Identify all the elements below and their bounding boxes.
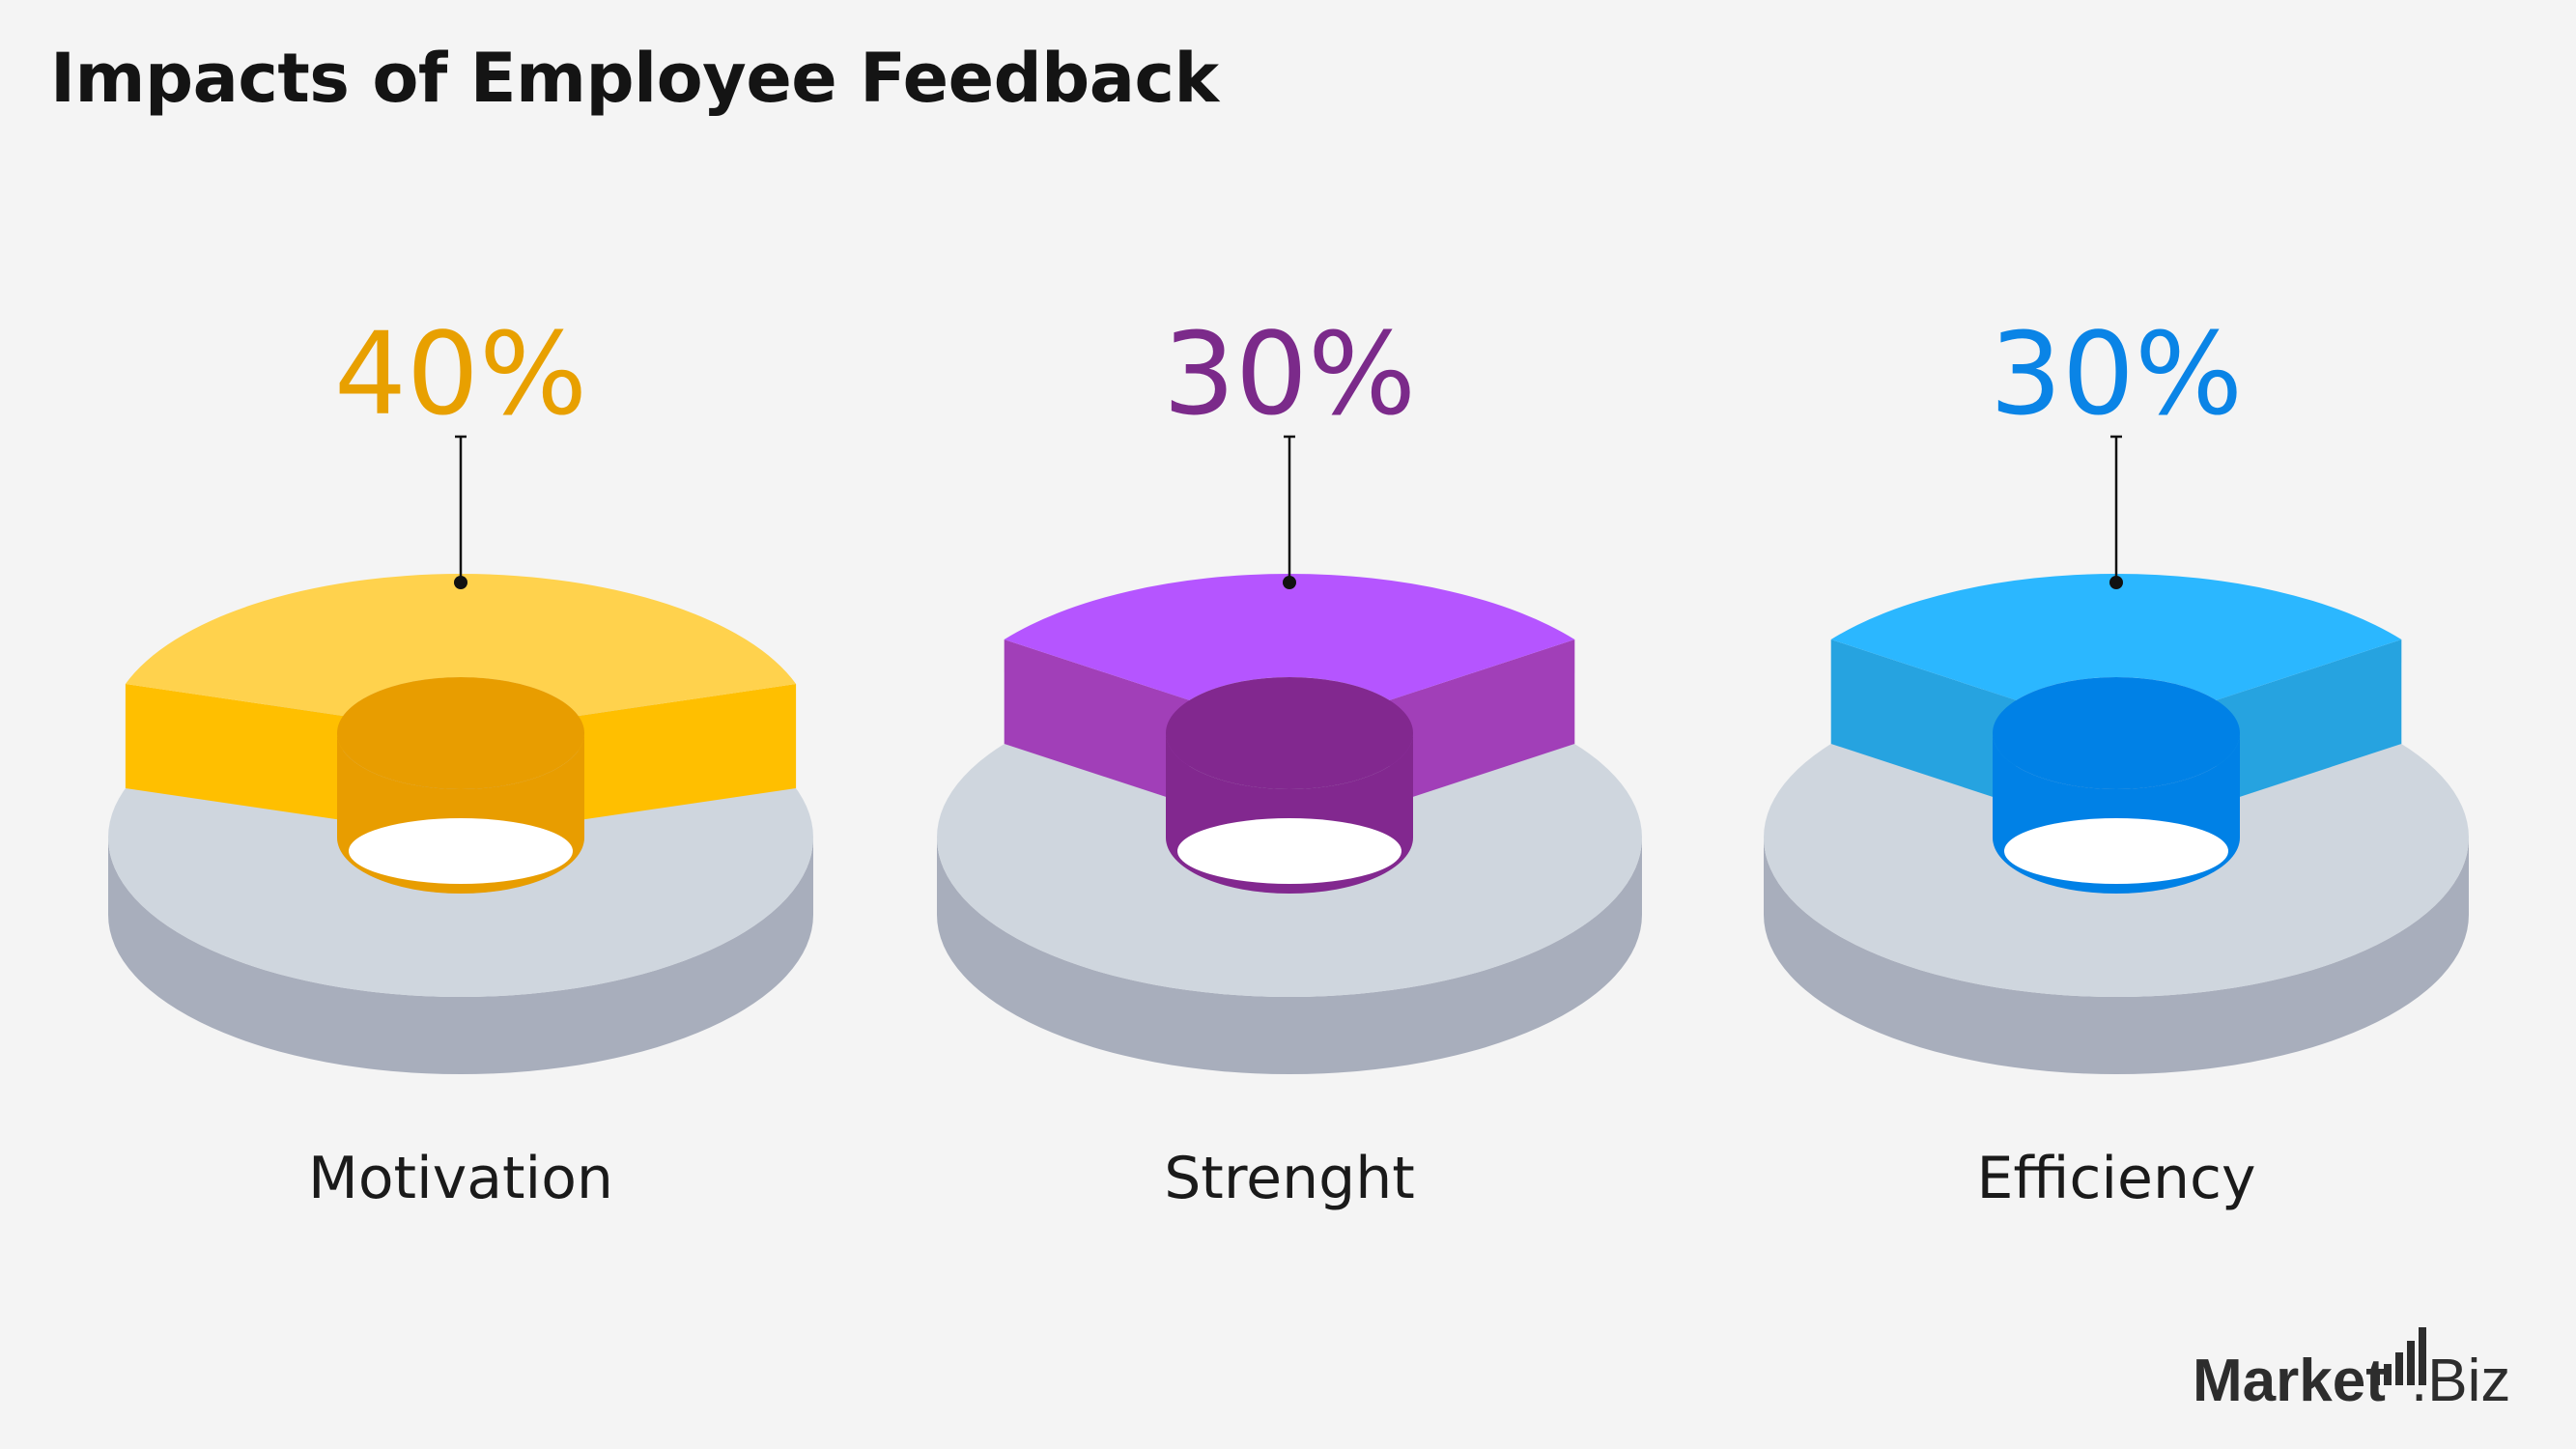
category-label-strenght: Strenght [1164,1145,1415,1212]
slice-top [125,574,797,717]
slice-side-right [2216,639,2402,805]
category-label-efficiency: Efficiency [1976,1145,2255,1212]
base-ring-side [108,838,813,1074]
donut-motivation: 40% Motivation [108,307,813,1212]
brand-name-light: .Biz [2411,1348,2510,1414]
slice-side-left [1004,639,1190,805]
category-label-motivation: Motivation [308,1145,613,1212]
donut-efficiency: 30% Efficiency [1764,307,2469,1212]
base-ring-side [937,838,1642,1074]
brand-name-bold: Market [2193,1348,2386,1414]
slice-side-left [1830,639,2017,805]
bar-chart-icon [2372,1327,2426,1385]
slice-top [1830,573,2402,700]
slice-side-right [578,684,797,821]
slice-top [1004,573,1575,700]
slice-hole [2004,818,2228,884]
slice-hole [349,818,573,884]
slice-inner-rim [337,677,584,789]
donut-strenght: 30% Strenght [937,307,1642,1212]
slice-side-right [1389,639,1575,805]
brand-logo: Market .Biz [2193,1327,2510,1414]
slice-inner-rim [1166,677,1413,789]
chart-title: Impacts of Employee Feedback [50,39,1219,118]
slice-side-left [125,684,344,821]
slice-inner-rim [1993,677,2240,789]
value-label-efficiency: 30% [1990,307,2243,440]
value-label-motivation: 40% [334,307,587,440]
base-ring-side [1764,838,2469,1074]
value-label-strenght: 30% [1163,307,1416,440]
leader-dot [454,576,467,589]
leader-dot [1283,576,1296,589]
leader-dot [2109,576,2123,589]
slice-hole [1177,818,1401,884]
